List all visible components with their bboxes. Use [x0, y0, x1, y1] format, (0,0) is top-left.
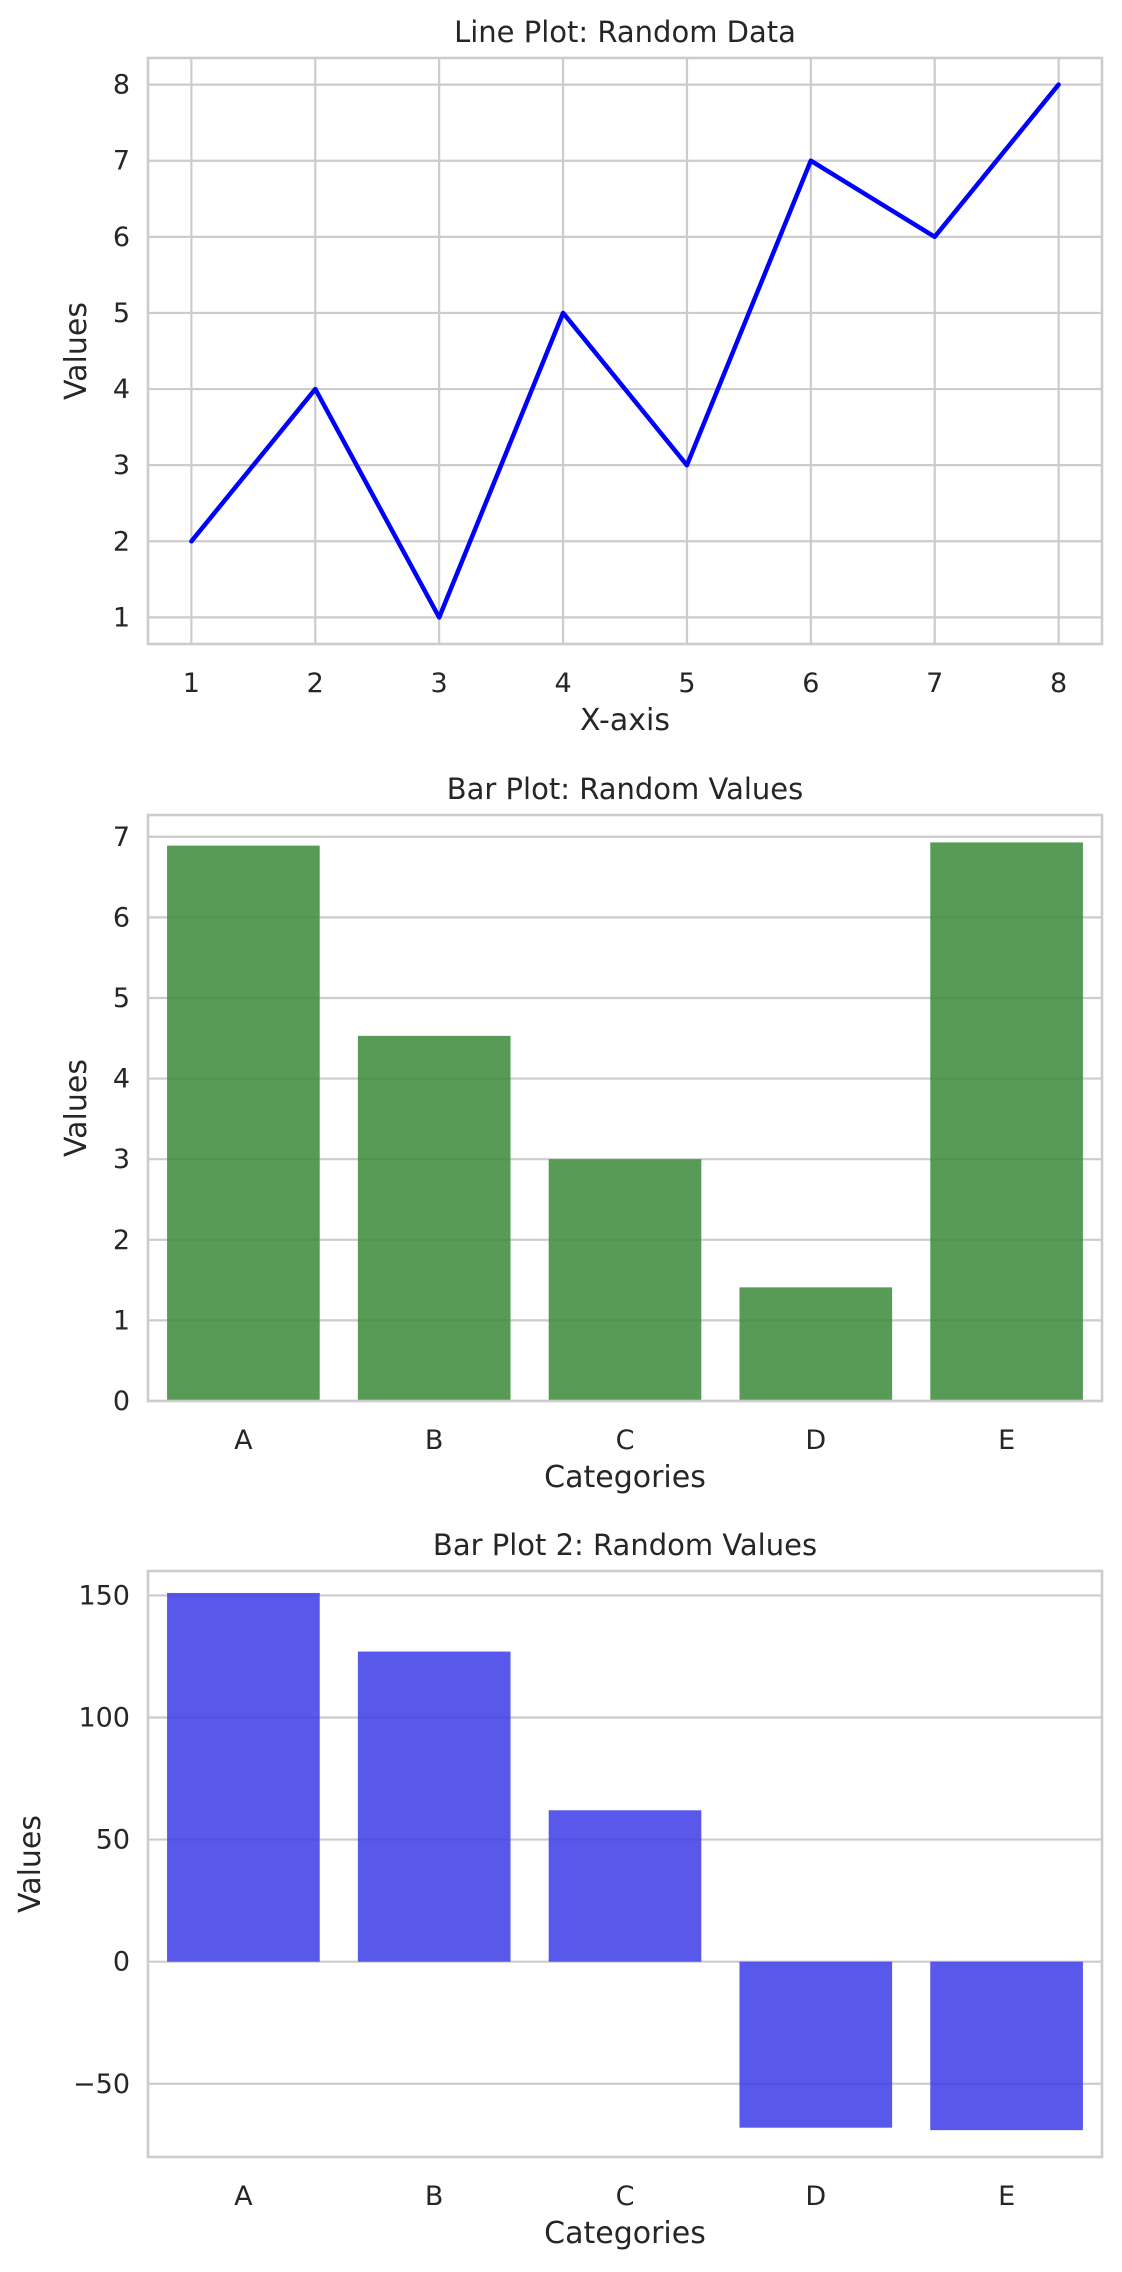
x-tick-label: A [234, 1425, 253, 1456]
line-chart-panel: Line Plot: Random Data X-axis Values 1 2 3 4 5 6… [59, 15, 1104, 738]
x-tick-label: A [234, 2181, 253, 2212]
x-tick-label: 5 [678, 668, 695, 699]
x-axis-label: Categories [544, 1460, 706, 1495]
chart-title: Bar Plot: Random Values [447, 772, 803, 806]
x-tick-label: D [805, 2181, 826, 2212]
y-tick-label: 4 [113, 1064, 130, 1095]
y-tick-label: 0 [113, 1947, 130, 1978]
bar [739, 1287, 893, 1401]
bar [167, 1592, 320, 1962]
y-tick-label: 1 [113, 1305, 130, 1336]
bar [548, 1159, 702, 1401]
y-axis-label: Values [59, 1059, 94, 1157]
x-tick-label: E [998, 1425, 1015, 1456]
x-tick-label: B [425, 1425, 444, 1456]
x-axis-label: Categories [544, 2216, 706, 2251]
data-line [189, 82, 1061, 620]
y-axis-label: Values [59, 302, 94, 400]
x-tick-label: C [616, 2181, 635, 2212]
x-tick-label: 1 [183, 668, 200, 699]
y-tick-label: 150 [78, 1580, 130, 1611]
bar [357, 1035, 511, 1401]
bar [357, 1651, 511, 1962]
y-tick-label: 7 [113, 822, 130, 853]
y-tick-label: 2 [113, 526, 130, 557]
y-tick-label: 5 [113, 298, 130, 329]
y-tick-label: 3 [113, 1144, 130, 1175]
chart-title: Bar Plot 2: Random Values [433, 1528, 817, 1562]
x-tick-label: 8 [1050, 668, 1067, 699]
x-tick-label: 4 [554, 668, 571, 699]
bar-chart-panel: Bar Plot: Random Values Categories Values 0… [59, 772, 1104, 1495]
y-tick-label: 7 [113, 146, 130, 177]
y-tick-label: 0 [113, 1386, 130, 1417]
axes-frame [146, 813, 1104, 1403]
axes-frame [146, 56, 1104, 646]
y-tick-label: 5 [113, 983, 130, 1014]
x-tick-label: 3 [431, 668, 448, 699]
y-tick-label: 2 [113, 1225, 130, 1256]
y-tick-label: 1 [113, 602, 130, 633]
bar [167, 845, 320, 1401]
y-tick-label: −50 [73, 2069, 130, 2100]
x-tick-label: 6 [802, 668, 819, 699]
x-tick-label: 7 [926, 668, 943, 699]
x-tick-label: B [425, 2181, 444, 2212]
y-tick-label: 6 [113, 222, 130, 253]
bar [548, 1810, 702, 1962]
x-tick-label: E [998, 2181, 1015, 2212]
y-axis-label: Values [13, 1815, 48, 1913]
x-tick-label: C [616, 1425, 635, 1456]
y-tick-label: 8 [113, 70, 130, 101]
bar [930, 842, 1083, 1401]
bar [739, 1961, 893, 2128]
axes-frame [146, 1569, 1104, 2159]
y-tick-label: 3 [113, 450, 130, 481]
x-tick-label: 2 [307, 668, 324, 699]
chart-title: Line Plot: Random Data [454, 15, 796, 49]
bar [930, 1961, 1083, 2131]
x-axis-label: X-axis [580, 703, 670, 738]
x-tick-label: D [805, 1425, 826, 1456]
bar-chart-2-panel: Bar Plot 2: Random Values Categories Value… [13, 1528, 1104, 2251]
y-tick-label: 100 [78, 1703, 130, 1734]
y-tick-label: 4 [113, 374, 130, 405]
y-tick-label: 6 [113, 902, 130, 933]
y-tick-label: 50 [96, 1825, 130, 1856]
